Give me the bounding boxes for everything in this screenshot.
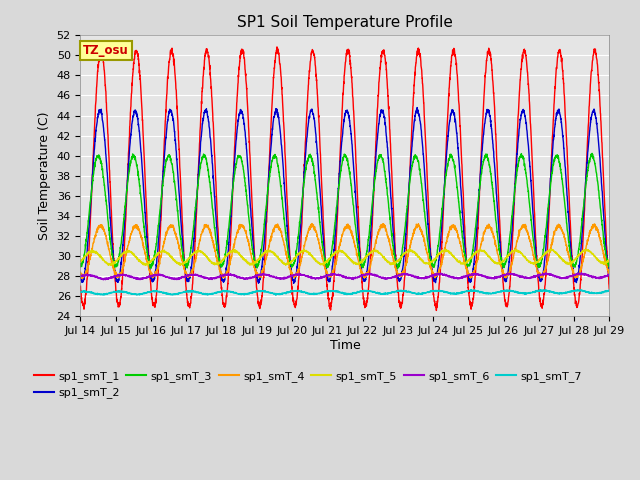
sp1_smT_5 xyxy=(137,260,145,265)
sp1_smT_7 xyxy=(77,289,84,295)
sp1_smT_7 xyxy=(168,292,176,298)
sp1_smT_1 xyxy=(433,308,440,313)
sp1_smT_5 xyxy=(77,258,84,264)
Line: sp1_smT_5: sp1_smT_5 xyxy=(81,249,609,265)
sp1_smT_6 xyxy=(538,271,546,277)
sp1_smT_7 xyxy=(280,290,287,296)
sp1_smT_7 xyxy=(538,288,546,294)
sp1_smT_2 xyxy=(280,167,287,172)
sp1_smT_3 xyxy=(605,263,613,268)
Line: sp1_smT_2: sp1_smT_2 xyxy=(81,108,609,283)
sp1_smT_2 xyxy=(168,111,176,117)
sp1_smT_1 xyxy=(538,302,546,308)
sp1_smT_7 xyxy=(605,287,613,293)
sp1_smT_6 xyxy=(303,273,310,278)
sp1_smT_2 xyxy=(538,275,546,280)
sp1_smT_1 xyxy=(77,283,84,289)
sp1_smT_1 xyxy=(137,87,145,93)
sp1_smT_4 xyxy=(77,269,84,275)
sp1_smT_2 xyxy=(605,274,613,279)
sp1_smT_5 xyxy=(107,263,115,268)
Text: TZ_osu: TZ_osu xyxy=(83,44,129,57)
sp1_smT_4 xyxy=(168,223,176,229)
sp1_smT_6 xyxy=(137,276,145,281)
Line: sp1_smT_3: sp1_smT_3 xyxy=(81,153,609,269)
sp1_smT_7 xyxy=(595,290,603,296)
sp1_smT_6 xyxy=(77,272,84,278)
sp1_smT_4 xyxy=(280,238,287,244)
sp1_smT_6 xyxy=(605,272,613,278)
sp1_smT_3 xyxy=(394,266,401,272)
Line: sp1_smT_7: sp1_smT_7 xyxy=(81,290,609,295)
Line: sp1_smT_4: sp1_smT_4 xyxy=(81,224,609,278)
sp1_smT_4 xyxy=(303,237,310,243)
sp1_smT_5 xyxy=(168,254,176,260)
sp1_smT_4 xyxy=(538,275,546,281)
X-axis label: Time: Time xyxy=(330,338,360,351)
sp1_smT_7 xyxy=(272,292,280,298)
sp1_smT_3 xyxy=(302,163,310,169)
sp1_smT_3 xyxy=(168,161,176,167)
sp1_smT_5 xyxy=(280,260,287,265)
sp1_smT_5 xyxy=(547,246,555,252)
sp1_smT_3 xyxy=(538,255,546,261)
sp1_smT_2 xyxy=(413,105,421,110)
sp1_smT_3 xyxy=(280,207,287,213)
sp1_smT_4 xyxy=(79,276,86,281)
Line: sp1_smT_1: sp1_smT_1 xyxy=(81,47,609,311)
sp1_smT_1 xyxy=(303,119,310,125)
sp1_smT_5 xyxy=(605,258,613,264)
sp1_smT_2 xyxy=(303,139,310,144)
sp1_smT_1 xyxy=(168,48,176,54)
sp1_smT_1 xyxy=(605,286,613,292)
Line: sp1_smT_6: sp1_smT_6 xyxy=(81,273,609,280)
sp1_smT_7 xyxy=(536,287,544,293)
sp1_smT_2 xyxy=(290,280,298,286)
sp1_smT_7 xyxy=(303,290,310,296)
sp1_smT_6 xyxy=(280,275,287,281)
sp1_smT_4 xyxy=(595,232,603,238)
sp1_smT_1 xyxy=(595,87,603,93)
sp1_smT_6 xyxy=(578,270,586,276)
sp1_smT_4 xyxy=(308,221,316,227)
sp1_smT_3 xyxy=(137,194,145,200)
sp1_smT_4 xyxy=(605,271,613,276)
sp1_smT_6 xyxy=(168,276,176,281)
sp1_smT_5 xyxy=(538,253,546,259)
sp1_smT_1 xyxy=(280,119,287,124)
sp1_smT_2 xyxy=(137,147,145,153)
Title: SP1 Soil Temperature Profile: SP1 Soil Temperature Profile xyxy=(237,15,453,30)
Legend: sp1_smT_1, sp1_smT_2, sp1_smT_3, sp1_smT_4, sp1_smT_5, sp1_smT_6, sp1_smT_7: sp1_smT_1, sp1_smT_2, sp1_smT_3, sp1_smT… xyxy=(29,367,587,403)
sp1_smT_2 xyxy=(77,272,84,278)
sp1_smT_1 xyxy=(273,44,281,50)
sp1_smT_4 xyxy=(137,234,145,240)
sp1_smT_3 xyxy=(588,150,596,156)
sp1_smT_3 xyxy=(77,261,84,267)
sp1_smT_6 xyxy=(595,275,603,280)
sp1_smT_3 xyxy=(595,195,603,201)
sp1_smT_5 xyxy=(303,249,310,254)
sp1_smT_5 xyxy=(595,259,603,264)
sp1_smT_6 xyxy=(100,277,108,283)
Y-axis label: Soil Temperature (C): Soil Temperature (C) xyxy=(38,111,51,240)
sp1_smT_7 xyxy=(137,291,145,297)
sp1_smT_2 xyxy=(595,149,603,155)
